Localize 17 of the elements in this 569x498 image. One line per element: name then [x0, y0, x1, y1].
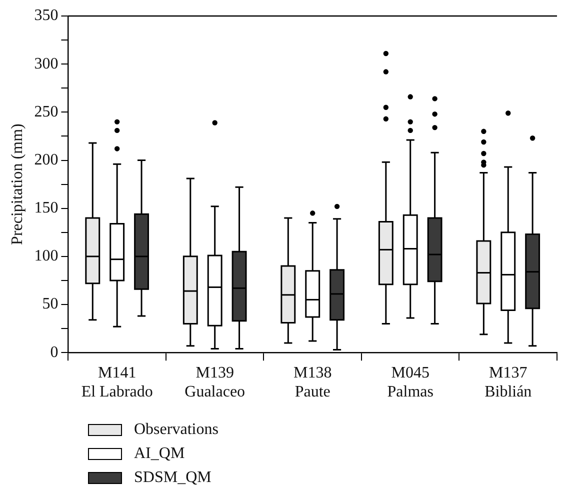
legend-label: Observations	[134, 421, 218, 439]
x-tick-label: M141 El Labrado	[81, 364, 153, 401]
y-axis-title: Precipitation (mm)	[8, 124, 26, 245]
y-tick-label: 150	[34, 200, 58, 217]
x-tick-label: M045 Palmas	[387, 364, 434, 401]
y-tick-label: 250	[34, 103, 58, 120]
y-tick-label: 200	[34, 151, 58, 168]
y-tick-label: 350	[34, 7, 58, 24]
legend-label: AI_QM	[134, 445, 185, 463]
y-tick-label: 50	[42, 296, 58, 313]
x-tick-label: M137 Biblián	[484, 364, 532, 401]
legend-label: SDSM_QM	[134, 469, 212, 487]
y-tick-label: 0	[50, 344, 58, 361]
x-tick-label: M139 Gualaceo	[184, 364, 246, 401]
y-tick-label: 100	[34, 248, 58, 265]
x-tick-label: M138 Paute	[293, 364, 332, 401]
y-tick-label: 300	[34, 55, 58, 72]
